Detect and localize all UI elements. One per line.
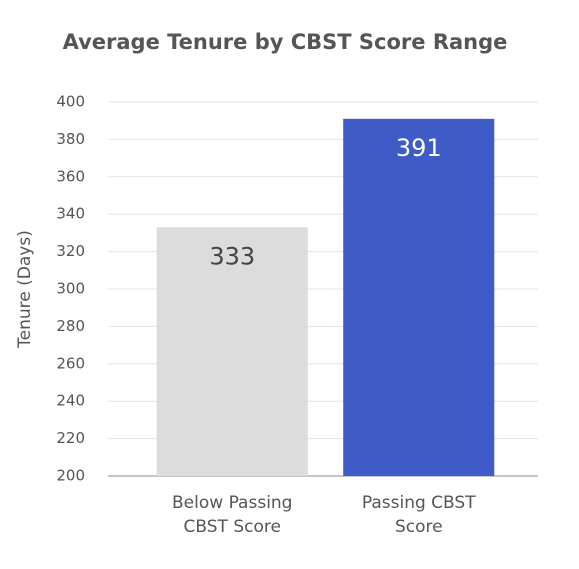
y-tick-label: 380 — [56, 130, 85, 148]
bar — [343, 118, 495, 476]
y-tick-label: 240 — [56, 392, 85, 410]
chart-title: Average Tenure by CBST Score Range — [63, 30, 508, 54]
y-tick-label: 260 — [56, 354, 85, 372]
x-tick-label: Passing CBST Score — [361, 493, 476, 537]
y-tick-label: 200 — [56, 467, 85, 485]
y-tick-label: 340 — [56, 205, 85, 223]
y-tick-label: 280 — [56, 317, 85, 335]
value-label: 333 — [209, 242, 255, 270]
y-tick-label: 220 — [56, 429, 85, 447]
x-tick-label: Below Passing CBST Score — [172, 493, 293, 537]
y-tick-label: 320 — [56, 242, 85, 260]
bar — [156, 227, 308, 476]
y-tick-label: 300 — [56, 280, 85, 298]
y-axis-label: Tenure (Days) — [15, 230, 35, 349]
y-tick-label: 360 — [56, 167, 85, 185]
y-tick-label: 400 — [56, 93, 85, 111]
value-label: 391 — [396, 134, 442, 162]
